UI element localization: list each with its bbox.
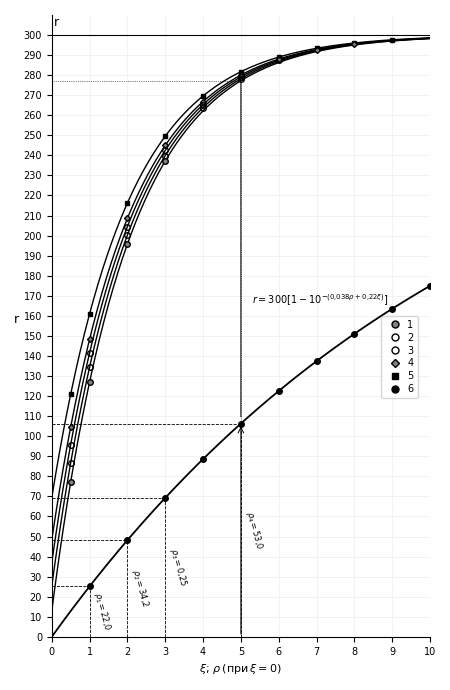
Text: $\rho_1{=}22{,}0$: $\rho_1{=}22{,}0$ xyxy=(91,591,114,633)
Text: $\rho_4{=}53{,}0$: $\rho_4{=}53{,}0$ xyxy=(243,509,266,551)
Text: $\rho_2{=}34{,}2$: $\rho_2{=}34{,}2$ xyxy=(129,568,152,609)
Y-axis label: r: r xyxy=(14,313,19,326)
Legend: 1, 2, 3, 4, 5, 6: 1, 2, 3, 4, 5, 6 xyxy=(381,316,418,398)
Text: $\rho_3{=}0{,}25$: $\rho_3{=}0{,}25$ xyxy=(167,546,190,588)
X-axis label: $\xi;\, \rho\, (\mathrm{при}\, \xi{=}0)$: $\xi;\, \rho\, (\mathrm{при}\, \xi{=}0)$ xyxy=(199,662,282,676)
Text: r: r xyxy=(54,16,59,29)
Text: $r=300\left[1-10^{-(0{,}038\rho+0{,}22\xi)}\right]$: $r=300\left[1-10^{-(0{,}038\rho+0{,}22\x… xyxy=(252,292,389,308)
